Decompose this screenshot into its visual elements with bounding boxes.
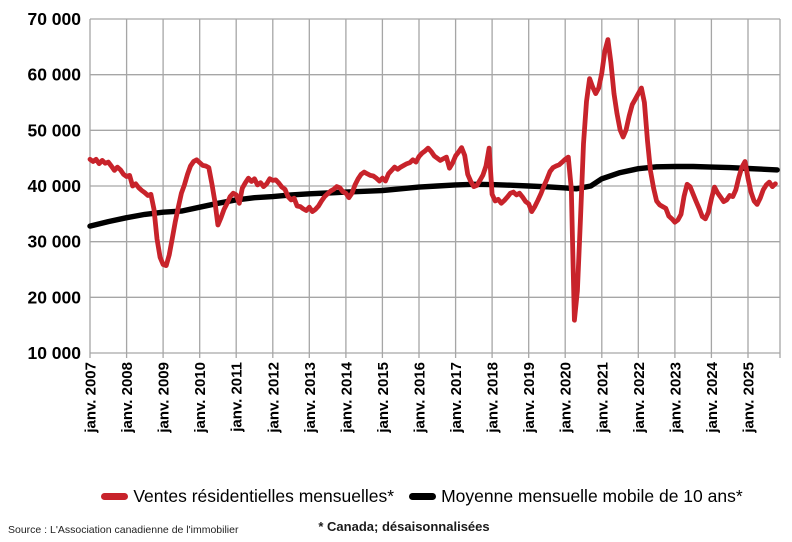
x-tick-label: janv. 2020 — [558, 362, 575, 434]
black-line-swatch — [409, 493, 437, 500]
x-tick-label: janv. 2014 — [338, 361, 355, 433]
x-tick-label: janv. 2007 — [83, 362, 100, 434]
x-tick-label: janv. 2010 — [192, 362, 209, 434]
monthly-sales-line — [87, 37, 778, 323]
x-tick-label: janv. 2022 — [631, 362, 648, 434]
sales-line-chart: 10 000 20 000 30 000 40 000 50 000 60 000 70 0… — [27, 9, 781, 434]
y-axis-labels: 10 000 20 000 30 000 40 000 50 000 60 000 70 0… — [27, 9, 81, 363]
chart-legend: Ventes résidentielles mensuelles* Moyenn… — [26, 486, 792, 507]
x-tick-label: janv. 2017 — [448, 362, 465, 434]
x-axis-labels: janv. 2007 janv. 2008 janv. 2009 janv. 2010… — [83, 361, 758, 433]
chart-footnote: * Canada; désaisonnalisées — [318, 519, 490, 534]
y-tick-label: 30 000 — [27, 232, 81, 252]
x-tick-label: janv. 2009 — [156, 362, 173, 434]
x-tick-label: janv. 2019 — [521, 362, 538, 434]
x-tick-label: janv. 2012 — [265, 362, 282, 434]
y-tick-label: 40 000 — [27, 176, 81, 196]
x-axis-ticks — [89, 353, 781, 358]
x-tick-label: janv. 2018 — [485, 362, 502, 434]
x-tick-label: janv. 2024 — [704, 361, 721, 433]
x-tick-label: janv. 2013 — [302, 362, 319, 434]
x-tick-label: janv. 2016 — [412, 362, 429, 434]
source-note: Source : L'Association canadienne de l'i… — [8, 524, 239, 536]
x-tick-label: janv. 2008 — [119, 362, 136, 434]
x-tick-label: janv. 2021 — [594, 362, 611, 434]
y-tick-label: 50 000 — [27, 120, 81, 140]
y-tick-label: 10 000 — [27, 343, 81, 363]
legend-item-monthly-sales: Ventes résidentielles mensuelles* — [101, 486, 394, 507]
legend-label-moving-average: Moyenne mensuelle mobile de 10 ans* — [441, 486, 743, 506]
x-tick-label: janv. 2023 — [667, 362, 684, 434]
x-tick-label: janv. 2025 — [741, 362, 758, 434]
y-tick-label: 70 000 — [27, 9, 81, 29]
x-tick-label: janv. 2011 — [229, 362, 246, 433]
red-line-swatch — [101, 493, 129, 500]
x-tick-label: janv. 2015 — [375, 362, 392, 434]
legend-item-moving-average: Moyenne mensuelle mobile de 10 ans* — [409, 486, 743, 507]
y-tick-label: 20 000 — [27, 287, 81, 307]
y-tick-label: 60 000 — [27, 65, 81, 85]
moving-average-line — [87, 163, 780, 229]
legend-label-monthly-sales: Ventes résidentielles mensuelles* — [133, 486, 395, 506]
